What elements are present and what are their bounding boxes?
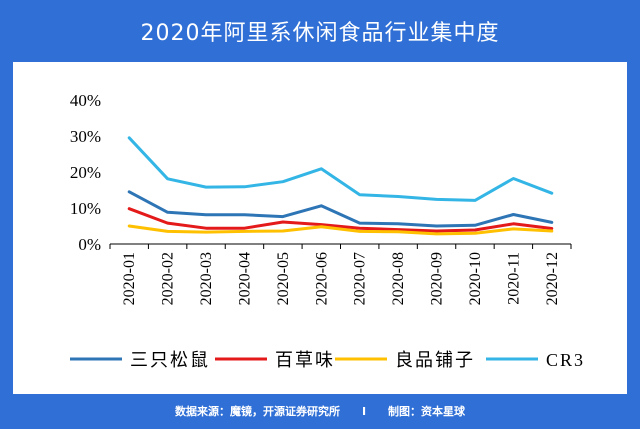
y-tick-label: 40% [70,91,101,110]
x-tick-label: 2020-12 [544,252,561,305]
line-chart: 0%10%20%30%40% 2020-01 2020-02 2020-03 2020… [70,91,585,370]
y-tick-label: 20% [70,163,101,182]
legend-label: 三只松鼠 [130,350,210,370]
series-line [127,136,554,202]
footer-separator: I [361,404,367,418]
legend-label: CR3 [546,350,585,370]
x-tick-label: 2020-01 [121,252,138,305]
series-line [127,207,554,233]
x-tick-label: 2020-07 [352,252,369,305]
footer: 数据来源：魔镜，开源证券研究所 I 制图：资本星球 [0,398,640,424]
x-axis-ticks: 2020-01 2020-02 2020-03 2020-04 2020-05 2020-… [109,244,572,305]
x-tick-label: 2020-06 [313,252,330,305]
x-tick-label: 2020-02 [160,252,177,305]
y-axis-tick-labels: 0% 10% 20% 30% 40% [70,91,101,254]
x-tick-label: 2020-05 [275,252,292,305]
series-lines [127,136,554,236]
x-tick-label: 2020-11 [505,252,522,305]
x-tick-label: 2020-08 [390,252,407,305]
chart-title: 2020年阿里系休闲食品行业集中度 [140,21,500,46]
x-tick-label: 2020-03 [198,252,215,305]
footer-source: 数据来源：魔镜，开源证券研究所 [174,405,340,418]
footer-credit: 制图：资本星球 [388,405,466,418]
legend-label: 百草味 [275,350,335,370]
x-tick-label: 2020-10 [467,252,484,305]
series-line [127,224,554,236]
y-tick-label: 30% [70,127,101,146]
y-tick-label: 0% [78,235,101,254]
series-line [127,190,554,228]
legend-label: 良品铺子 [395,350,475,370]
y-tick-label: 10% [70,199,101,218]
x-tick-label: 2020-09 [429,252,446,305]
x-tick-label: 2020-04 [236,252,253,305]
legend: 三只松鼠 百草味 良品铺子 CR3 [70,350,585,370]
chart-panel: 0% 10% 20% 30% 40% 2020-01 2020-02 2020-03 2020… [13,62,627,394]
